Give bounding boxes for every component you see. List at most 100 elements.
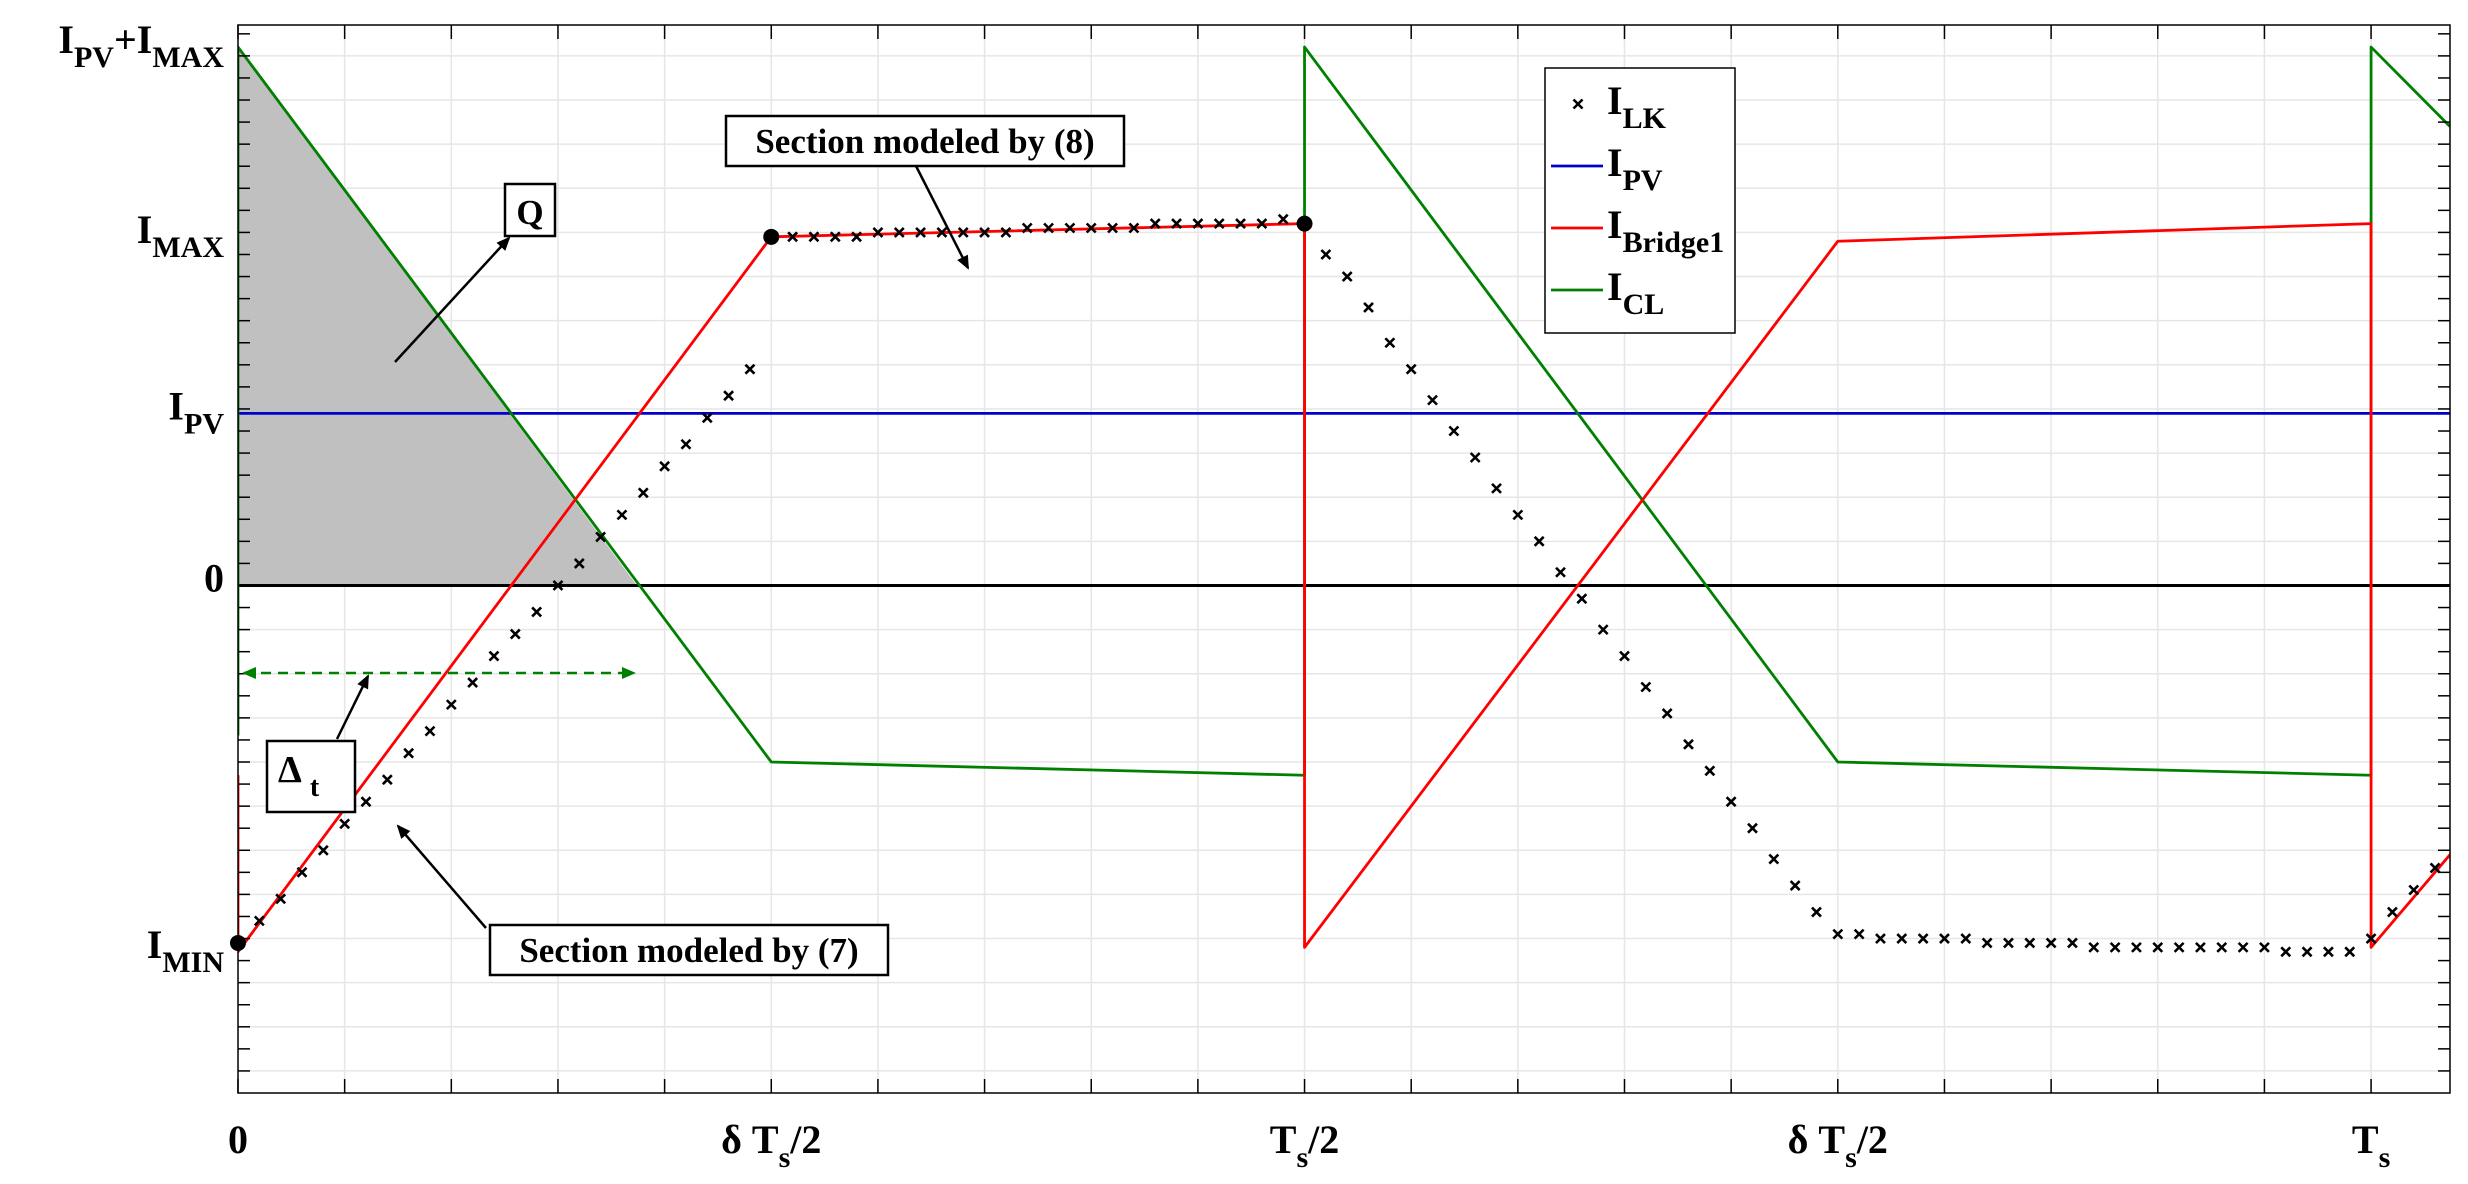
- series-marker-i-lk: [2003, 937, 2014, 949]
- y-tick-label: IPV: [168, 383, 224, 440]
- marker-stroke: [1683, 738, 1694, 750]
- marker-stroke: [1384, 337, 1396, 349]
- series-marker-i-lk: [829, 231, 841, 243]
- marker-stroke: [488, 650, 500, 662]
- series-marker-i-lk: [2344, 946, 2356, 958]
- marker-stroke: [1875, 933, 1886, 944]
- marker-stroke: [1213, 218, 1225, 230]
- legend-label-sub: PV: [1623, 164, 1663, 197]
- marker-stroke: [2386, 906, 2398, 918]
- marker-stroke: [1149, 218, 1161, 230]
- series-marker-i-lk: [1597, 624, 1609, 636]
- marker-stroke: [1960, 933, 1972, 944]
- marker-stroke: [723, 390, 735, 402]
- x-tick-label-suffix: /2: [1856, 1117, 1888, 1162]
- x-tick-label-main: 0: [228, 1117, 248, 1162]
- marker-stroke: [1277, 213, 1289, 225]
- marker-stroke: [872, 227, 884, 238]
- y-tick-label: IPV+IMAX: [58, 17, 224, 74]
- series-marker-i-lk: [2280, 946, 2292, 958]
- series-marker-i-lk: [1875, 933, 1886, 944]
- series-marker-i-lk: [1704, 765, 1716, 777]
- marker-stroke: [1832, 928, 1844, 940]
- series-marker-i-lk: [2152, 941, 2164, 953]
- marker-stroke: [509, 628, 521, 640]
- marker-stroke: [2088, 941, 2100, 953]
- x-tick-label: δ Ts/2: [1788, 1117, 1888, 1174]
- marker-stroke: [381, 774, 393, 786]
- marker-stroke: [1128, 222, 1140, 234]
- marker-stroke: [2408, 884, 2420, 896]
- marker-stroke: [957, 227, 969, 238]
- series-marker-i-lk: [1064, 222, 1076, 234]
- x-tick-label: Ts/2: [1270, 1117, 1340, 1174]
- marker-stroke: [1896, 933, 1908, 944]
- marker-stroke: [1171, 218, 1182, 230]
- marker-stroke: [360, 796, 372, 808]
- y-tick-label-main: I: [168, 383, 184, 428]
- highlight-point: [763, 228, 780, 245]
- series-marker-i-lk: [2216, 941, 2228, 953]
- series-marker-i-lk: [1235, 218, 1246, 230]
- series-marker-i-lk: [1960, 933, 1972, 944]
- marker-stroke: [595, 531, 607, 543]
- marker-stroke: [531, 606, 543, 618]
- marker-stroke: [1576, 593, 1588, 605]
- series-marker-i-lk: [2045, 937, 2057, 949]
- arrow-section7: [396, 824, 487, 929]
- marker-stroke: [1981, 937, 1993, 949]
- series-marker-i-lk: [2386, 906, 2398, 918]
- series-marker-i-lk: [2365, 933, 2377, 944]
- series-marker-i-lk: [253, 915, 265, 927]
- marker-stroke: [1512, 509, 1524, 521]
- series-marker-i-lk: [1213, 218, 1225, 230]
- marker-stroke: [616, 509, 628, 521]
- y-tick-label-sub: PV: [184, 407, 224, 440]
- series-marker-i-lk: [915, 227, 927, 238]
- marker-stroke: [1000, 227, 1012, 238]
- marker-stroke: [1555, 566, 1566, 578]
- legend-label-i-bridge1: IBridge1: [1607, 202, 1724, 259]
- marker-stroke: [339, 818, 351, 830]
- marker-stroke: [915, 227, 927, 238]
- series-marker-i-lk: [979, 227, 990, 238]
- series-marker-i-lk: [936, 227, 948, 238]
- series-marker-i-lk: [445, 699, 457, 711]
- legend-label-sub: LK: [1623, 102, 1667, 135]
- marker-stroke: [1768, 853, 1780, 865]
- legend-label-i-lk: ILK: [1607, 78, 1667, 135]
- x-tick-label-suffix: /2: [1307, 1117, 1339, 1162]
- series-marker-i-lk: [1619, 650, 1630, 662]
- series-marker-i-lk: [1384, 337, 1396, 349]
- series-marker-i-lk: [1107, 222, 1118, 234]
- marker-stroke: [2237, 941, 2249, 953]
- series-marker-i-lk: [680, 438, 692, 450]
- y-tick-label-main: 0: [204, 555, 224, 600]
- marker-stroke: [424, 725, 436, 737]
- series-marker-i-lk: [1128, 222, 1140, 234]
- series-markers: [238, 213, 2441, 958]
- series-marker-i-lk: [296, 866, 308, 878]
- annotation-box-delta: [265, 739, 357, 814]
- series-marker-i-lk: [616, 509, 628, 521]
- legend-label-sub: CL: [1623, 288, 1665, 321]
- series-marker-i-lk: [1448, 425, 1460, 437]
- marker-stroke: [936, 227, 948, 238]
- marker-stroke: [1341, 271, 1353, 282]
- series-marker-i-lk: [1917, 933, 1929, 944]
- series-marker-i-lk: [1789, 880, 1801, 891]
- series-marker-i-lk: [360, 796, 372, 808]
- series-marker-i-lk: [1555, 566, 1566, 578]
- marker-stroke: [1043, 222, 1054, 234]
- series-marker-i-lk: [1149, 218, 1161, 230]
- marker-stroke: [2173, 941, 2185, 953]
- plot-frame: [237, 24, 2451, 1094]
- marker-stroke: [1725, 796, 1737, 808]
- y-tick-label: 0: [204, 555, 224, 600]
- series-marker-i-lk: [424, 725, 436, 737]
- series-marker-i-lk: [744, 363, 756, 375]
